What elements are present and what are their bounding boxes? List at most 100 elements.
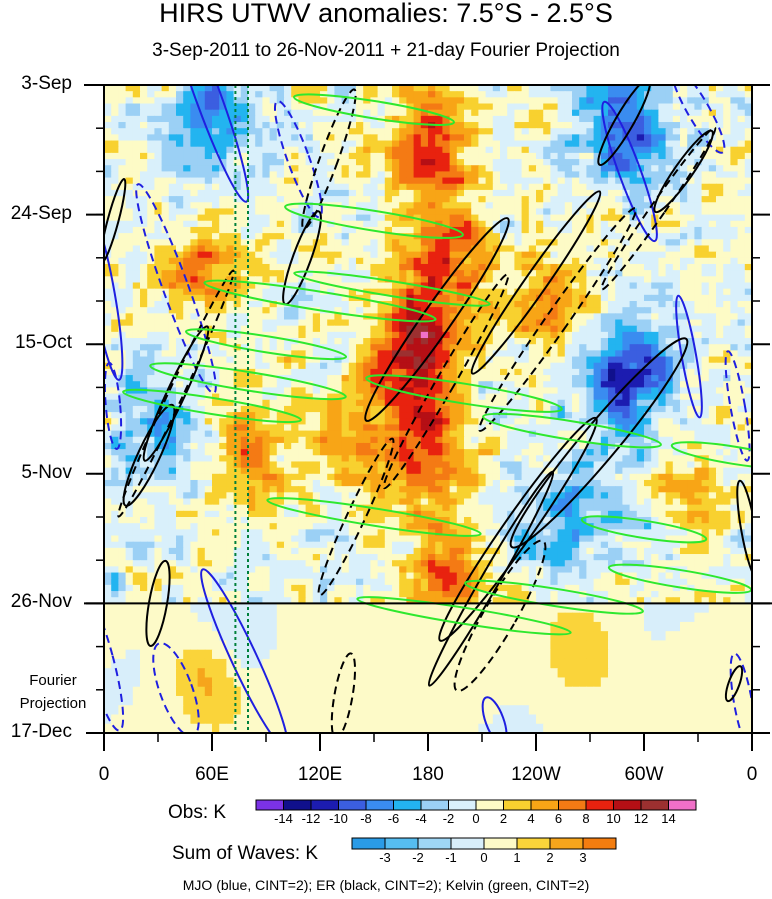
x-tick-label-6: 0 (746, 764, 758, 785)
mjo-contour-3 (104, 361, 123, 450)
fourier-label-line1: Fourier (29, 672, 77, 689)
mjo-contour-13 (481, 696, 508, 733)
kelvin-contour-5 (266, 497, 482, 537)
obs-colorbar-swatch-13 (613, 799, 642, 811)
obs-colorbar-tick-6: -2 (442, 811, 455, 826)
kelvin-contour-10 (184, 328, 348, 361)
obs-colorbar-swatch-15 (668, 799, 697, 811)
x-tick-label-1: 60E (195, 764, 229, 785)
obs-colorbar-swatch-1 (283, 799, 312, 811)
waves-colorbar-tick-5: 2 (546, 850, 554, 865)
fourier-projection-label: Fourier Projection (8, 669, 98, 715)
obs-colorbar-tick-2: -10 (329, 811, 348, 826)
obs-colorbar-label: Obs: K (168, 802, 227, 823)
waves-colorbar-swatch-1 (384, 837, 419, 850)
obs-colorbar-swatch-7 (448, 799, 477, 811)
er-contour-16 (600, 126, 717, 291)
waves-colorbar-swatch-0 (351, 837, 386, 850)
kelvin-contour-2 (365, 374, 563, 413)
obs-colorbar-tick-11: 8 (582, 811, 590, 826)
obs-colorbar-swatch-14 (640, 799, 669, 811)
kelvin-contour-13 (356, 596, 572, 636)
er-contour-10 (470, 190, 602, 375)
er-contour-13 (453, 539, 547, 693)
obs-colorbar-tick-13: 12 (633, 811, 649, 826)
x-tick-label-0: 0 (98, 764, 110, 785)
kelvin-contour-9 (670, 441, 752, 470)
obs-colorbar-tick-7: 0 (472, 811, 480, 826)
mjo-contour-10 (601, 100, 658, 243)
waves-colorbar-tick-2: -1 (445, 850, 457, 865)
colorbars (255, 799, 697, 850)
er-contour-3 (104, 178, 127, 264)
mjo-contour-12 (152, 642, 200, 733)
mjo-contour-8 (724, 350, 751, 462)
fourier-label-line2: Projection (19, 695, 87, 712)
obs-colorbar-tick-8: 2 (499, 811, 508, 826)
mjo-contour-1 (135, 183, 217, 395)
x-tick-label-3: 180 (412, 764, 444, 785)
waves-colorbar-tick-4: 1 (513, 850, 521, 865)
y-tick-label-0: 3-Sep (21, 73, 72, 94)
obs-colorbar-swatch-5 (393, 799, 422, 811)
chart-subtitle: 3-Sep-2011 to 26-Nov-2011 + 21-day Fouri… (152, 40, 620, 61)
er-contour-1 (142, 325, 210, 462)
mjo-contour-5 (104, 586, 125, 732)
mjo-contour-4 (200, 568, 289, 733)
obs-colorbar-swatch-11 (558, 799, 587, 811)
obs-colorbar-tick-3: -8 (360, 811, 372, 826)
waves-colorbar-swatch-2 (417, 837, 452, 850)
er-contour-12 (438, 416, 598, 642)
plot-axes (84, 84, 772, 751)
wave-contours (104, 85, 752, 733)
anomaly-heatmap (104, 85, 752, 733)
obs-colorbar-tick-0: -14 (274, 811, 293, 826)
obs-colorbar-swatch-4 (365, 799, 394, 811)
mjo-contour-6 (670, 85, 726, 154)
obs-colorbar-tick-1: -12 (301, 811, 321, 826)
legend-footnote: MJO (blue, CINT=2); ER (black, CINT=2); … (182, 877, 590, 893)
er-contour-6 (317, 437, 395, 597)
y-tick-label-1: 24-Sep (10, 202, 72, 224)
y-tick-label-3: 5-Nov (21, 461, 72, 483)
obs-colorbar-tick-5: -4 (415, 811, 427, 826)
er-contour-15 (653, 129, 714, 214)
x-tick-label-2: 120E (297, 764, 343, 785)
obs-colorbar-tick-14: 14 (661, 811, 676, 826)
obs-colorbar-tick-9: 4 (527, 811, 535, 826)
x-tick-label-4: 120W (511, 764, 561, 785)
kelvin-contour-4 (293, 270, 491, 307)
er-contour-20 (330, 652, 357, 733)
waves-colorbar-tick-0: -3 (379, 850, 391, 865)
y-tick-label-5: 17-Dec (10, 721, 72, 742)
obs-colorbar-swatch-6 (420, 799, 449, 811)
mjo-contour-2 (104, 208, 124, 381)
waves-colorbar-tick-1: -2 (412, 850, 424, 865)
kelvin-contour-0 (284, 202, 464, 239)
er-contour-7 (364, 217, 510, 422)
kelvin-contour-3 (482, 412, 662, 449)
er-contour-17 (597, 85, 652, 167)
er-contour-9 (478, 207, 637, 432)
mjo-contour-0 (167, 85, 250, 203)
obs-colorbar-swatch-10 (530, 799, 559, 811)
obs-colorbar-swatch-9 (503, 799, 532, 811)
obs-colorbar-tick-4: -6 (387, 811, 400, 826)
kelvin-contour-14 (292, 93, 456, 126)
kelvin-contour-1 (203, 279, 437, 323)
obs-colorbar-swatch-0 (255, 799, 284, 811)
waves-colorbar-swatch-7 (582, 837, 617, 850)
obs-colorbar-swatch-2 (310, 799, 339, 811)
er-contour-8 (382, 273, 510, 490)
y-tick-label-2: 15-Oct (14, 332, 72, 354)
er-contour-2 (122, 403, 176, 507)
mjo-contour-9 (273, 99, 323, 219)
er-contour-0 (117, 269, 235, 518)
chart-title: HIRS UTWV anomalies: 7.5°S - 2.5°S (159, 0, 613, 28)
obs-colorbar-tick-10: 6 (554, 811, 563, 826)
waves-colorbar-swatch-6 (549, 837, 584, 850)
waves-colorbar-label: Sum of Waves: K (172, 843, 319, 864)
obs-colorbar-tick-12: 10 (606, 811, 621, 826)
er-contour-19 (145, 559, 171, 647)
